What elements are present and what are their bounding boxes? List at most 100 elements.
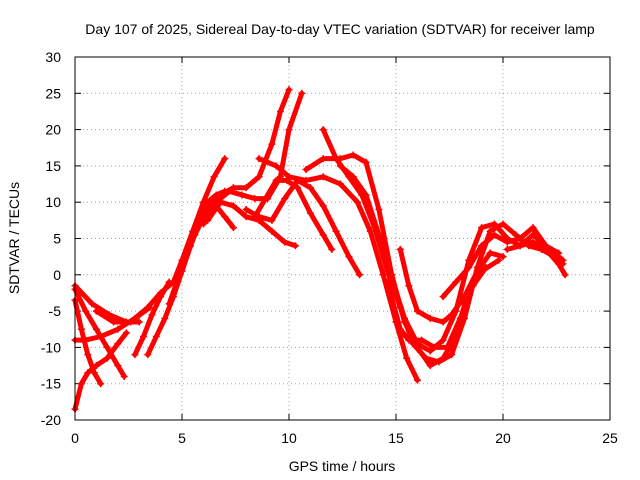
data-point-marker xyxy=(242,184,250,192)
data-point-marker xyxy=(302,176,310,184)
data-point-marker xyxy=(332,155,340,163)
data-point-marker xyxy=(490,220,498,228)
y-tick-label: 15 xyxy=(45,158,61,174)
data-point-marker xyxy=(486,249,494,257)
data-point-marker xyxy=(396,245,404,253)
data-point-marker xyxy=(217,198,225,206)
data-point-marker xyxy=(375,205,383,213)
data-point-marker xyxy=(460,293,468,301)
data-point-marker xyxy=(405,282,413,290)
data-point-marker xyxy=(103,343,111,351)
y-tick-label: 5 xyxy=(53,231,61,247)
data-point-marker xyxy=(77,380,85,388)
data-point-marker xyxy=(465,264,473,272)
data-point-marker xyxy=(319,231,327,239)
data-point-marker xyxy=(191,231,199,239)
data-point-marker xyxy=(110,318,118,326)
data-point-marker xyxy=(403,354,411,362)
data-point-marker xyxy=(268,140,276,148)
data-point-marker xyxy=(478,224,486,232)
data-point-marker xyxy=(229,224,237,232)
data-point-marker xyxy=(103,354,111,362)
data-point-marker xyxy=(276,107,284,115)
data-point-marker xyxy=(503,238,511,246)
data-point-marker xyxy=(473,267,481,275)
data-point-marker xyxy=(77,325,85,333)
data-point-marker xyxy=(229,202,237,210)
data-point-marker xyxy=(285,173,293,181)
data-point-marker xyxy=(281,195,289,203)
data-point-marker xyxy=(426,314,434,322)
x-tick-label: 5 xyxy=(178,430,186,446)
data-point-marker xyxy=(92,325,100,333)
data-point-marker xyxy=(555,260,563,268)
data-point-marker xyxy=(122,329,130,337)
data-point-marker xyxy=(516,242,524,250)
x-tick-label: 20 xyxy=(495,430,511,446)
grid xyxy=(75,57,610,420)
data-point-marker xyxy=(221,155,229,163)
y-tick-label: 20 xyxy=(45,122,61,138)
data-point-marker xyxy=(272,176,280,184)
data-point-marker xyxy=(82,307,90,315)
data-point-marker xyxy=(349,151,357,159)
plot-frame xyxy=(74,56,611,421)
series-line-arc-20 xyxy=(397,246,506,325)
data-point-marker xyxy=(396,325,404,333)
y-tick-label: 30 xyxy=(45,49,61,65)
data-point-marker xyxy=(401,314,409,322)
data-point-marker xyxy=(561,271,569,279)
data-point-marker xyxy=(114,362,122,370)
series-line-arc-21 xyxy=(440,225,562,300)
data-point-marker xyxy=(452,278,460,286)
data-point-marker xyxy=(529,224,537,232)
data-point-marker xyxy=(144,303,152,311)
data-point-marker xyxy=(345,253,353,261)
series-line-arc-13 xyxy=(243,177,363,278)
data-point-marker xyxy=(204,198,212,206)
data-point-marker xyxy=(336,162,344,170)
plot-area xyxy=(71,86,569,413)
data-point-marker xyxy=(336,180,344,188)
data-point-marker xyxy=(499,220,507,228)
data-point-marker xyxy=(490,231,498,239)
data-point-marker xyxy=(456,314,464,322)
series-line-arc-14 xyxy=(252,177,335,252)
data-point-marker xyxy=(319,202,327,210)
data-point-marker xyxy=(139,333,147,341)
data-point-marker xyxy=(114,340,122,348)
data-point-marker xyxy=(426,362,434,370)
data-point-marker xyxy=(332,227,340,235)
data-point-marker xyxy=(285,126,293,134)
data-point-marker xyxy=(225,187,233,195)
data-point-marker xyxy=(97,380,105,388)
data-point-marker xyxy=(268,216,276,224)
data-point-marker xyxy=(165,278,173,286)
data-point-marker xyxy=(413,376,421,384)
data-point-marker xyxy=(212,202,220,210)
y-axis-label: SDTVAR / TECUs xyxy=(6,182,22,294)
data-point-marker xyxy=(383,278,391,286)
data-point-marker xyxy=(559,256,567,264)
data-point-marker xyxy=(238,191,246,199)
x-tick-label: 15 xyxy=(388,430,404,446)
data-point-marker xyxy=(255,173,263,181)
data-point-marker xyxy=(319,126,327,134)
data-point-marker xyxy=(435,358,443,366)
data-point-marker xyxy=(148,311,156,319)
data-point-marker xyxy=(127,318,135,326)
data-point-marker xyxy=(542,245,550,253)
data-point-marker xyxy=(161,314,169,322)
data-point-marker xyxy=(349,173,357,181)
data-point-marker xyxy=(486,227,494,235)
data-point-marker xyxy=(291,242,299,250)
data-point-marker xyxy=(302,166,310,174)
data-point-marker xyxy=(418,336,426,344)
data-point-marker xyxy=(499,253,507,261)
data-point-marker xyxy=(82,336,90,344)
data-point-marker xyxy=(131,351,139,359)
data-point-marker xyxy=(448,311,456,319)
series-line-arc-12 xyxy=(200,203,236,231)
data-point-marker xyxy=(319,173,327,181)
y-tick-label: -10 xyxy=(41,339,61,355)
